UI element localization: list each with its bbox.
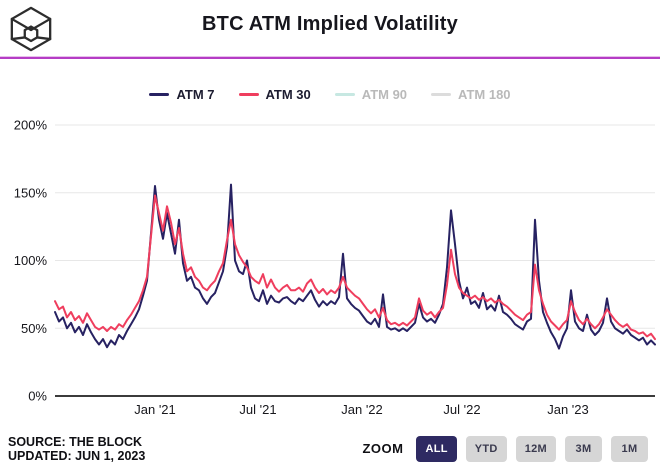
zoom-button-ytd[interactable]: YTD [465,435,507,462]
the-block-logo-icon[interactable] [8,6,54,52]
updated-text: UPDATED: JUN 1, 2023 [8,448,146,463]
x-tick-label: Jul '21 [239,402,276,417]
series-line-atm-7 [54,183,656,350]
zoom-controls-label: ZOOM [362,441,404,456]
legend-item-atm180[interactable]: ATM 180 [431,87,511,102]
legend-item-atm90[interactable]: ATM 90 [334,87,408,102]
chart-legend: ATM 7 ATM 30 ATM 90 ATM 180 [0,87,660,102]
legend-label: ATM 7 [176,87,215,102]
x-axis-labels: Jan '21 Jul '21 Jan '22 Jul '22 Jan '23 [134,402,588,417]
source-attribution: SOURCE: THE BLOCK UPDATED: JUN 1, 2023 [8,435,145,463]
y-tick-label: 0% [28,389,47,404]
accent-divider [0,57,660,59]
y-tick-label: 50% [21,321,47,336]
y-tick-label: 100% [14,253,48,268]
zoom-button-12m[interactable]: 12M [515,435,556,462]
legend-item-atm7[interactable]: ATM 7 [149,87,215,102]
x-tick-label: Jul '22 [443,402,480,417]
atm90-swatch-icon [334,93,355,96]
atm180-swatch-icon [431,93,452,96]
legend-label: ATM 90 [361,87,408,102]
y-tick-label: 150% [14,185,48,200]
zoom-button-all[interactable]: ALL [416,435,457,462]
atm30-swatch-icon [238,93,259,96]
zoom-button-3m[interactable]: 3M [565,435,602,462]
page-title: BTC ATM Implied Volatility [202,13,458,35]
series-line-atm-30 [54,194,656,341]
y-axis-labels: 0% 50% 100% 150% 200% [14,118,48,404]
x-tick-label: Jan '22 [341,402,383,417]
gridlines [55,124,655,397]
footer: SOURCE: THE BLOCK UPDATED: JUN 1, 2023 Z… [0,426,660,471]
series-lines [54,183,656,350]
x-tick-label: Jan '23 [547,402,589,417]
x-tick-label: Jan '21 [134,402,176,417]
legend-label: ATM 180 [458,87,511,102]
source-text: SOURCE: THE BLOCK [8,434,143,449]
volatility-line-chart[interactable]: 0%50%100%150%200% Jan '21 Jul '21 Jan '22 J… [0,108,660,428]
zoom-controls: ZOOM ALL YTD 12M 3M 1M [362,435,648,462]
y-tick-label: 200% [14,118,48,133]
atm7-swatch-icon [149,93,170,96]
legend-item-atm30[interactable]: ATM 30 [238,87,311,102]
legend-label: ATM 30 [265,87,311,102]
zoom-button-1m[interactable]: 1M [611,435,648,462]
